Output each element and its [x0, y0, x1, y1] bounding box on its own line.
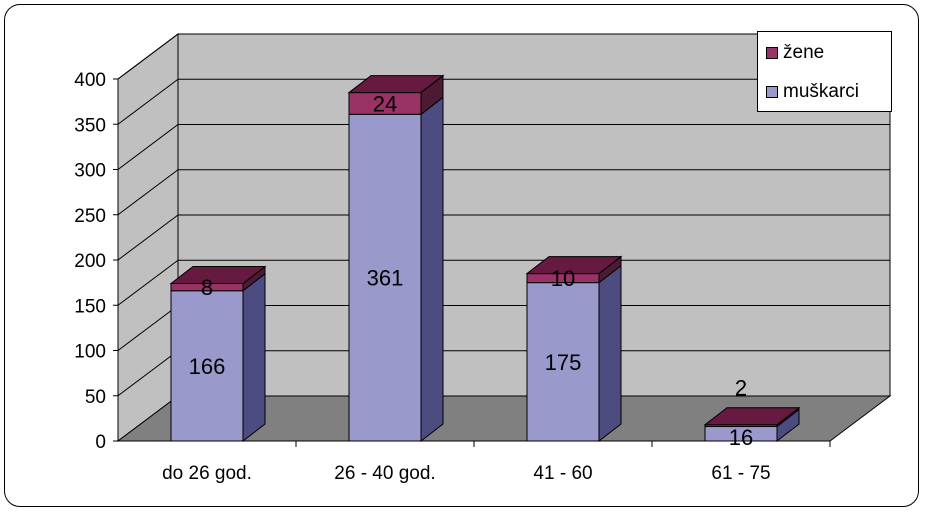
data-label-zene: 8	[201, 275, 213, 300]
bar-muskarci-front	[348, 113, 422, 442]
y-tick-label: 50	[85, 387, 106, 408]
legend-label-zene: žene	[783, 42, 825, 63]
side-gridline	[117, 350, 179, 397]
y-tick-label: 400	[74, 70, 106, 91]
y-tick-label: 200	[74, 251, 106, 272]
bar-zene-top	[169, 266, 267, 285]
y-tick-label: 350	[74, 115, 106, 136]
bar-muskarci-front	[170, 290, 244, 442]
bar-zene-top	[703, 407, 801, 426]
x-tick-label: 61 - 75	[711, 463, 770, 484]
bar-zene-top	[525, 256, 623, 275]
bar-muskarci-side	[420, 96, 444, 443]
data-label-muskarci: 361	[367, 266, 404, 291]
x-tick-label: 41 - 60	[533, 463, 592, 484]
y-tick-label: 250	[74, 206, 106, 227]
x-tick-label: do 26 god.	[162, 463, 252, 484]
data-label-zene: 10	[551, 266, 575, 291]
side-gridline	[117, 214, 179, 261]
side-gridline	[117, 169, 179, 216]
x-tick-label: 26 - 40 god.	[334, 463, 435, 484]
legend-item-muskarci: muškarci	[766, 79, 859, 105]
legend: žene muškarci	[757, 31, 892, 112]
y-tick-label: 100	[74, 342, 106, 363]
legend-swatch-muskarci	[766, 86, 778, 98]
side-gridline	[117, 78, 179, 125]
bar-muskarci-side	[242, 272, 266, 443]
side-gridline	[117, 305, 179, 351]
data-label-muskarci: 16	[729, 425, 753, 450]
side-gridline	[117, 33, 179, 80]
data-label-muskarci: 166	[189, 354, 226, 379]
side-gridline	[117, 259, 179, 306]
bar-zene-top	[347, 75, 445, 94]
data-label-zene: 24	[373, 91, 397, 116]
y-tick-label: 150	[74, 296, 106, 317]
data-label-muskarci: 175	[545, 350, 582, 375]
y-tick-label: 0	[95, 432, 106, 453]
data-label-zene: 2	[735, 376, 747, 401]
legend-item-zene: žene	[766, 40, 824, 66]
bar-muskarci-side	[598, 264, 622, 443]
side-gridline	[117, 124, 179, 170]
legend-swatch-zene	[766, 47, 778, 59]
legend-label-muskarci: muškarci	[783, 81, 860, 102]
y-tick-label: 300	[74, 161, 106, 182]
